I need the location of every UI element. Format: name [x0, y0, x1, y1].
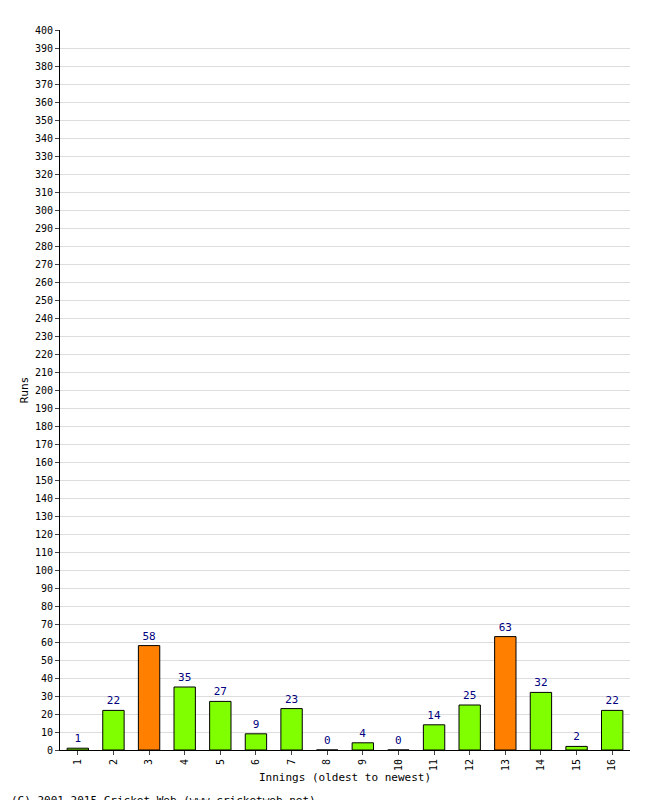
svg-text:150: 150 [35, 475, 53, 486]
svg-text:330: 330 [35, 151, 53, 162]
svg-text:15: 15 [571, 759, 582, 771]
svg-text:200: 200 [35, 385, 53, 396]
svg-text:8: 8 [321, 759, 332, 765]
svg-text:(C) 2001-2015 Cricket Web (www: (C) 2001-2015 Cricket Web (www.cricketwe… [11, 794, 316, 800]
svg-text:22: 22 [606, 694, 619, 707]
svg-text:22: 22 [107, 694, 120, 707]
svg-text:0: 0 [395, 734, 402, 747]
svg-text:4: 4 [179, 759, 190, 765]
svg-text:260: 260 [35, 277, 53, 288]
svg-text:2: 2 [108, 759, 119, 765]
svg-text:170: 170 [35, 439, 53, 450]
svg-text:5: 5 [215, 759, 226, 765]
svg-text:160: 160 [35, 457, 53, 468]
svg-text:290: 290 [35, 223, 53, 234]
svg-text:9: 9 [357, 759, 368, 765]
svg-text:130: 130 [35, 511, 53, 522]
svg-text:230: 230 [35, 331, 53, 342]
svg-text:140: 140 [35, 493, 53, 504]
svg-text:220: 220 [35, 349, 53, 360]
svg-text:9: 9 [253, 718, 260, 731]
svg-text:10: 10 [393, 759, 404, 771]
svg-text:13: 13 [500, 759, 511, 771]
svg-text:380: 380 [35, 61, 53, 72]
svg-text:25: 25 [463, 689, 476, 702]
svg-text:10: 10 [41, 727, 53, 738]
svg-text:16: 16 [606, 759, 617, 771]
svg-text:180: 180 [35, 421, 53, 432]
svg-text:2: 2 [573, 730, 580, 743]
svg-text:7: 7 [286, 759, 297, 765]
svg-text:20: 20 [41, 709, 53, 720]
svg-text:1: 1 [72, 759, 83, 765]
svg-text:110: 110 [35, 547, 53, 558]
svg-text:0: 0 [47, 745, 53, 756]
svg-text:400: 400 [35, 25, 53, 36]
svg-text:32: 32 [534, 676, 547, 689]
svg-text:120: 120 [35, 529, 53, 540]
svg-text:270: 270 [35, 259, 53, 270]
svg-text:14: 14 [535, 759, 546, 771]
svg-text:90: 90 [41, 583, 53, 594]
svg-text:14: 14 [427, 709, 441, 722]
svg-text:23: 23 [285, 693, 298, 706]
svg-text:100: 100 [35, 565, 53, 576]
svg-text:1: 1 [75, 732, 82, 745]
svg-text:50: 50 [41, 655, 53, 666]
svg-text:70: 70 [41, 619, 53, 630]
svg-text:12: 12 [464, 759, 475, 771]
svg-text:240: 240 [35, 313, 53, 324]
svg-text:35: 35 [178, 671, 191, 684]
svg-text:250: 250 [35, 295, 53, 306]
svg-text:320: 320 [35, 169, 53, 180]
svg-text:360: 360 [35, 97, 53, 108]
svg-text:310: 310 [35, 187, 53, 198]
svg-text:63: 63 [499, 621, 512, 634]
svg-text:Innings (oldest to newest): Innings (oldest to newest) [259, 771, 431, 784]
svg-text:4: 4 [359, 727, 366, 740]
svg-text:Runs: Runs [18, 377, 31, 404]
svg-text:340: 340 [35, 133, 53, 144]
svg-text:390: 390 [35, 43, 53, 54]
svg-text:3: 3 [143, 759, 154, 765]
svg-text:280: 280 [35, 241, 53, 252]
svg-text:40: 40 [41, 673, 53, 684]
svg-text:370: 370 [35, 79, 53, 90]
svg-text:11: 11 [428, 759, 439, 771]
svg-text:27: 27 [214, 685, 227, 698]
svg-text:60: 60 [41, 637, 53, 648]
svg-text:80: 80 [41, 601, 53, 612]
svg-text:300: 300 [35, 205, 53, 216]
svg-text:6: 6 [250, 759, 261, 765]
svg-text:0: 0 [324, 734, 331, 747]
svg-text:30: 30 [41, 691, 53, 702]
svg-text:350: 350 [35, 115, 53, 126]
svg-text:190: 190 [35, 403, 53, 414]
svg-text:210: 210 [35, 367, 53, 378]
svg-text:58: 58 [142, 630, 155, 643]
